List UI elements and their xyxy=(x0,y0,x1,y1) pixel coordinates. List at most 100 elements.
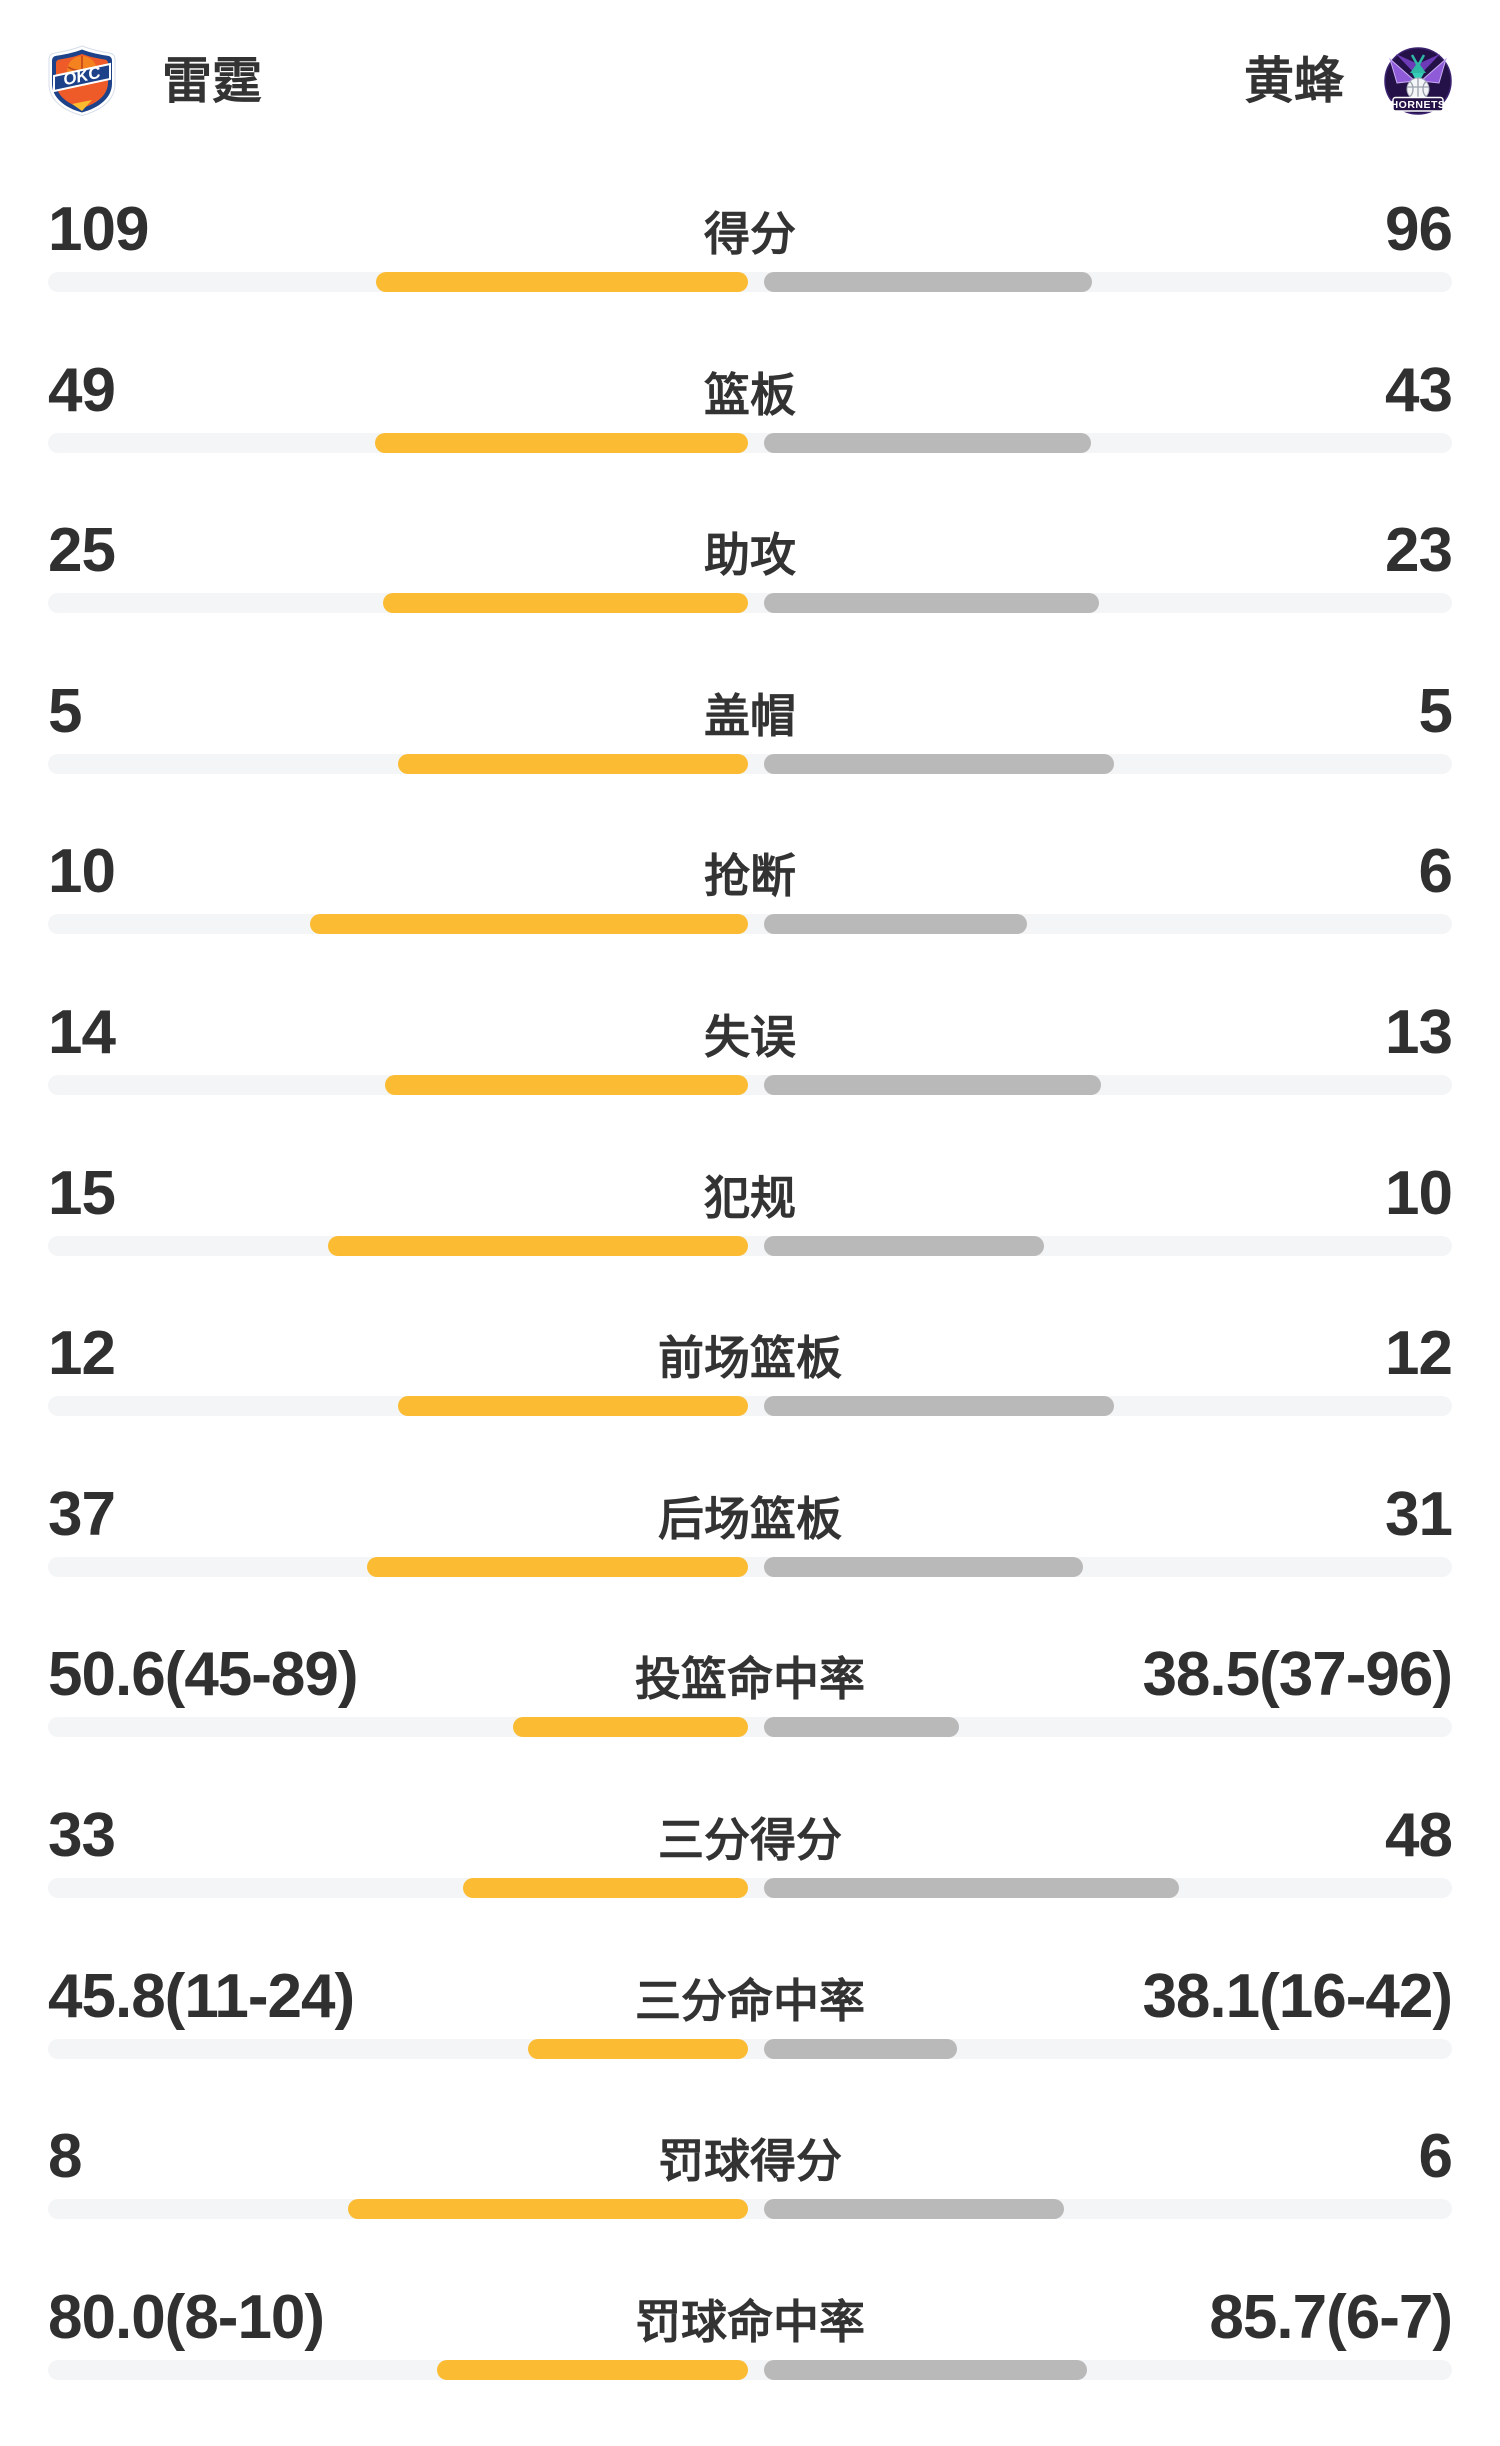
stat-values-line: 109 得分 96 xyxy=(48,195,1453,264)
away-stat-bar xyxy=(764,432,1091,453)
stat-bar-track xyxy=(48,1396,1452,1417)
stat-bar-track xyxy=(48,1235,1452,1256)
home-stat-bar xyxy=(348,2199,748,2220)
hornets-logo: HORNETS xyxy=(1384,47,1452,115)
away-stat-bar xyxy=(764,1396,1114,1417)
stat-row: 8 罚球得分 6 xyxy=(48,2122,1453,2286)
stat-bar-track xyxy=(48,2199,1452,2220)
away-stat-bar xyxy=(764,2199,1064,2220)
svg-text:HORNETS: HORNETS xyxy=(1391,99,1446,111)
stat-label: 三分得分 xyxy=(658,1813,842,1866)
away-stat-bar xyxy=(764,914,1027,935)
stat-values-line: 50.6(45-89) 投篮命中率 38.5(37-96) xyxy=(48,1640,1453,1710)
away-stat-bar xyxy=(764,2359,1087,2380)
stat-row: 33 三分得分 48 xyxy=(48,1800,1453,1965)
home-stat-bar xyxy=(513,1717,748,1738)
stat-values-line: 80.0(8-10) 罚球命中率 85.7(6-7) xyxy=(48,2282,1453,2352)
stat-values-line: 14 失误 13 xyxy=(48,997,1453,1067)
away-stat-bar xyxy=(764,1556,1083,1577)
home-stat-bar xyxy=(398,1396,748,1417)
away-stat-value: 10 xyxy=(1385,1158,1453,1228)
away-stat-bar xyxy=(764,1074,1101,1095)
stat-row: 45.8(11-24) 三分命中率 38.1(16-42) xyxy=(48,1961,1453,2126)
stat-label: 罚球得分 xyxy=(658,2135,842,2188)
home-stat-value: 10 xyxy=(48,837,116,907)
stat-bar-track xyxy=(48,432,1452,453)
stats-list: 109 得分 96 49 篮板 43 25 助攻 23 xyxy=(48,195,1453,2446)
stat-values-line: 49 篮板 43 xyxy=(48,355,1453,425)
home-stat-bar xyxy=(383,593,748,614)
stat-row: 50.6(45-89) 投篮命中率 38.5(37-96) xyxy=(48,1640,1453,1804)
home-stat-value: 80.0(8-10) xyxy=(48,2282,325,2352)
stat-label: 三分命中率 xyxy=(635,1974,865,2027)
stat-values-line: 33 三分得分 48 xyxy=(48,1800,1453,1870)
stat-bar-track xyxy=(48,272,1452,292)
home-stat-value: 14 xyxy=(48,997,116,1067)
away-stat-value: 96 xyxy=(1385,195,1453,264)
away-stat-bar xyxy=(764,272,1092,292)
stat-bar-track xyxy=(48,593,1452,614)
home-stat-bar xyxy=(385,1074,748,1095)
home-stat-value: 37 xyxy=(48,1479,116,1549)
home-stat-value: 12 xyxy=(48,1319,116,1389)
home-stat-value: 15 xyxy=(48,1158,116,1228)
stat-bar-track xyxy=(48,1556,1452,1577)
home-stat-value: 45.8(11-24) xyxy=(48,1961,355,2031)
stat-row: 14 失误 13 xyxy=(48,997,1453,1162)
home-stat-bar xyxy=(528,2038,748,2059)
home-stat-bar xyxy=(398,753,748,774)
home-stat-bar xyxy=(310,914,748,935)
stat-label: 盖帽 xyxy=(704,689,796,742)
away-stat-value: 38.1(16-42) xyxy=(1142,1961,1453,2031)
home-stat-value: 33 xyxy=(48,1800,116,1870)
away-stat-value: 13 xyxy=(1385,997,1453,1067)
stat-bar-track xyxy=(48,1877,1452,1898)
stat-row: 37 后场篮板 31 xyxy=(48,1479,1453,1644)
home-stat-value: 8 xyxy=(48,2122,82,2192)
away-team: 黄蜂 HORNETS xyxy=(1244,45,1452,116)
stat-values-line: 25 助攻 23 xyxy=(48,516,1453,586)
home-stat-bar xyxy=(375,432,748,453)
away-stat-bar xyxy=(764,1235,1044,1256)
stat-values-line: 45.8(11-24) 三分命中率 38.1(16-42) xyxy=(48,1961,1453,2031)
stat-values-line: 8 罚球得分 6 xyxy=(48,2122,1453,2192)
stat-row: 80.0(8-10) 罚球命中率 85.7(6-7) xyxy=(48,2282,1453,2446)
stat-values-line: 12 前场篮板 12 xyxy=(48,1319,1453,1389)
away-stat-bar xyxy=(764,2038,957,2059)
home-stat-bar xyxy=(437,2359,748,2380)
stat-bar-track xyxy=(48,2038,1452,2059)
stat-bar-track xyxy=(48,2359,1452,2380)
stat-values-line: 5 盖帽 5 xyxy=(48,680,1453,743)
away-stat-bar xyxy=(764,593,1099,614)
stat-row: 5 盖帽 5 xyxy=(48,680,1453,841)
home-stat-bar xyxy=(328,1235,748,1256)
away-stat-value: 48 xyxy=(1385,1800,1453,1870)
stat-row: 25 助攻 23 xyxy=(48,516,1453,680)
stat-bar-track xyxy=(48,1717,1452,1738)
stat-label: 抢断 xyxy=(704,850,796,903)
home-stat-bar xyxy=(463,1877,748,1898)
away-stat-value: 85.7(6-7) xyxy=(1209,2282,1453,2352)
stat-label: 助攻 xyxy=(704,529,796,582)
home-stat-value: 50.6(45-89) xyxy=(48,1640,359,1710)
away-stat-value: 6 xyxy=(1418,2122,1453,2192)
stat-label: 失误 xyxy=(704,1010,796,1063)
stat-values-line: 37 后场篮板 31 xyxy=(48,1479,1453,1549)
away-stat-value: 43 xyxy=(1385,355,1453,425)
stat-label: 篮板 xyxy=(704,368,796,421)
away-stat-value: 12 xyxy=(1385,1319,1453,1389)
home-stat-value: 109 xyxy=(48,195,149,264)
away-stat-bar xyxy=(764,1717,959,1738)
away-team-name: 黄蜂 xyxy=(1244,52,1344,109)
home-stat-value: 25 xyxy=(48,516,116,586)
stat-row: 49 篮板 43 xyxy=(48,355,1453,520)
stat-row: 12 前场篮板 12 xyxy=(48,1319,1453,1483)
stat-label: 得分 xyxy=(704,208,796,260)
stat-label: 后场篮板 xyxy=(658,1492,842,1545)
home-stat-bar xyxy=(367,1556,748,1577)
away-stat-value: 6 xyxy=(1418,837,1453,907)
away-stat-value: 31 xyxy=(1385,1479,1453,1549)
stat-values-line: 10 抢断 6 xyxy=(48,837,1453,907)
okc-thunder-logo: OKC xyxy=(48,45,116,116)
stat-bar-track xyxy=(48,753,1452,774)
